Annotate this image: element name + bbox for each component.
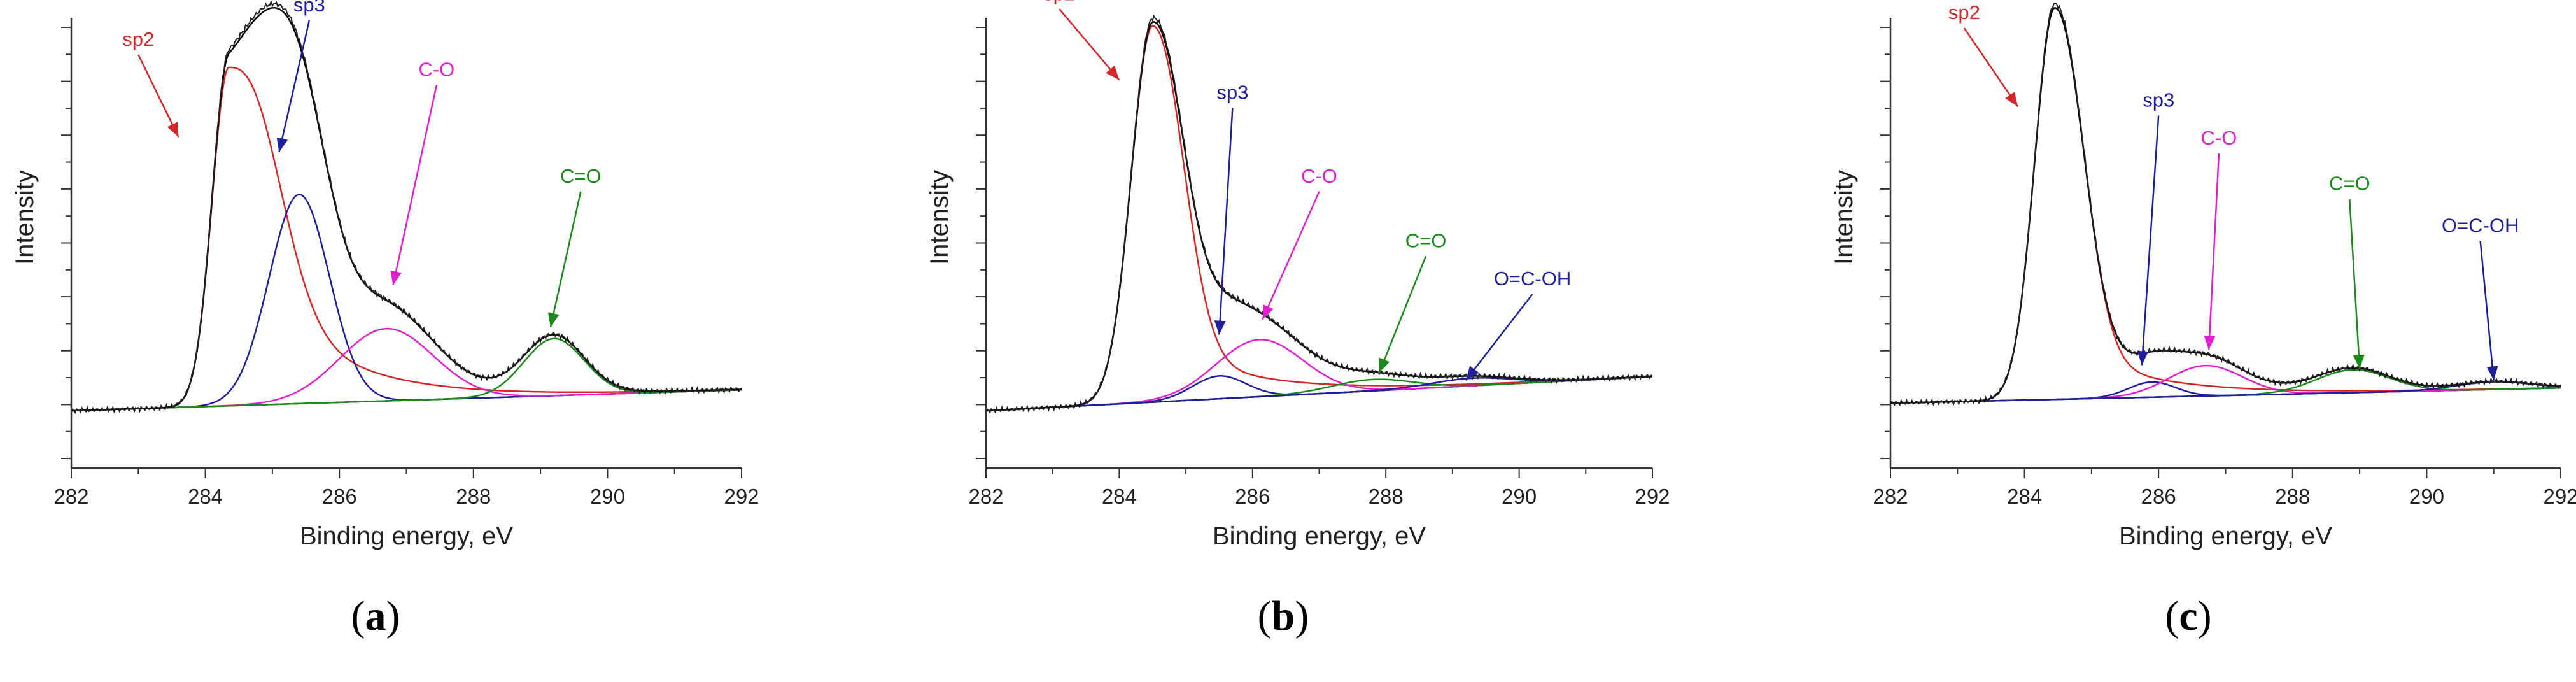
- peak-sp2: [71, 66, 742, 412]
- peak-C=O: [71, 337, 742, 412]
- panel-b: 282 284 286 288 290 292 Binding energy, eV Inte…: [859, 0, 1717, 682]
- label-O=C-OH: O=C-OH: [2442, 214, 2519, 236]
- x-tick-label: 288: [456, 485, 491, 508]
- caption-a: (a): [351, 593, 400, 639]
- x-tick-label: 284: [1102, 485, 1137, 508]
- arrowhead-sp2: [1106, 66, 1120, 80]
- x-tick-label: 286: [322, 485, 357, 508]
- arrowhead-sp3: [276, 137, 288, 153]
- x-tick-label: 290: [1502, 485, 1537, 508]
- label-sp2: sp2: [1043, 0, 1075, 4]
- arrow-sp3: [2141, 115, 2160, 366]
- arrow-C=O: [2349, 199, 2361, 369]
- x-axis-title: Binding energy, eV: [300, 522, 513, 550]
- peak-sp2: [985, 25, 1653, 412]
- x-tick-label: 290: [2409, 485, 2444, 508]
- x-tick-label: 282: [1873, 485, 1908, 508]
- xps-chart-b: 282 284 286 288 290 292 Binding energy, eV Inte…: [926, 0, 1670, 550]
- y-axis-title: Intensity: [1830, 170, 1858, 265]
- measured-spectrum: [985, 14, 1653, 414]
- arrow-sp2: [1963, 27, 2019, 108]
- arrow-C-O: [2207, 153, 2220, 350]
- label-C-O: C-O: [1301, 165, 1337, 187]
- y-axis-title: Intensity: [11, 170, 39, 265]
- peak-C-O: [71, 327, 742, 412]
- label-sp2: sp2: [1948, 1, 1980, 24]
- x-axis-title: Binding energy, eV: [1213, 522, 1426, 550]
- arrowhead-sp3: [1214, 320, 1226, 335]
- caption-b: (b): [1257, 593, 1309, 639]
- panel-a: 282 284 286 288 290 292 Binding energy, eV Inte…: [0, 0, 859, 682]
- arrow-sp2: [137, 54, 179, 138]
- arrow-sp3: [1218, 108, 1234, 335]
- x-tick-label: 284: [2007, 485, 2042, 508]
- label-O=C-OH: O=C-OH: [1494, 267, 1571, 290]
- x-tick-label: 292: [724, 485, 759, 508]
- label-sp3: sp3: [293, 0, 325, 16]
- x-tick-label: 290: [590, 485, 625, 508]
- x-tick-label: 292: [2543, 485, 2576, 508]
- label-C=O: C=O: [2329, 173, 2370, 195]
- arrowhead-O=C-OH: [1465, 366, 1479, 381]
- x-tick-label: 282: [968, 485, 1003, 508]
- caption-c: (c): [2165, 593, 2212, 639]
- label-sp3: sp3: [1216, 81, 1248, 103]
- label-C=O: C=O: [1405, 229, 1447, 252]
- x-tick-label: 288: [2275, 485, 2310, 508]
- measured-spectrum: [1890, 2, 2561, 406]
- arrow-C=O: [1378, 255, 1427, 373]
- x-tick-label: 284: [188, 485, 223, 508]
- arrowhead-sp2: [2005, 92, 2018, 107]
- xps-chart-c: 282 284 286 288 290 292 Binding energy, eV Inte…: [1830, 1, 2576, 550]
- measured-spectrum: [71, 0, 742, 414]
- xps-chart-a: 282 284 286 288 290 292 Binding energy, eV Inte…: [11, 0, 759, 550]
- y-axis-title: Intensity: [926, 170, 954, 265]
- arrowhead-sp2: [167, 122, 179, 138]
- label-C-O: C-O: [418, 59, 454, 81]
- arrow-C-O: [392, 85, 438, 286]
- arrow-sp2: [1059, 8, 1120, 81]
- arrow-O=C-OH: [2479, 241, 2495, 381]
- arrowhead-C=O: [547, 312, 560, 327]
- label-sp2: sp2: [122, 28, 154, 50]
- x-tick-label: 282: [53, 485, 88, 508]
- arrow-sp3: [278, 20, 311, 153]
- panel-c: 282 284 286 288 290 292 Binding energy, eV Inte…: [1717, 0, 2576, 682]
- arrow-O=C-OH: [1465, 294, 1533, 381]
- arrow-C-O: [1262, 191, 1320, 320]
- arrow-C=O: [549, 191, 582, 327]
- arrowhead-C-O: [1262, 304, 1274, 320]
- arrowhead-C=O: [2353, 354, 2365, 369]
- label-sp3: sp3: [2143, 89, 2174, 111]
- label-C=O: C=O: [560, 165, 602, 187]
- arrowhead-C=O: [1379, 357, 1390, 373]
- fit-envelope: [985, 21, 1653, 412]
- x-tick-label: 286: [2141, 485, 2176, 508]
- arrowhead-O=C-OH: [2486, 366, 2498, 381]
- label-C-O: C-O: [2201, 127, 2237, 149]
- x-axis-title: Binding energy, eV: [2119, 522, 2332, 550]
- x-tick-label: 288: [1369, 485, 1404, 508]
- arrowhead-sp3: [2137, 350, 2149, 366]
- x-tick-label: 292: [1635, 485, 1670, 508]
- arrowhead-C-O: [390, 270, 402, 285]
- x-tick-label: 286: [1235, 485, 1270, 508]
- fit-envelope: [71, 6, 742, 412]
- arrowhead-C-O: [2204, 336, 2216, 350]
